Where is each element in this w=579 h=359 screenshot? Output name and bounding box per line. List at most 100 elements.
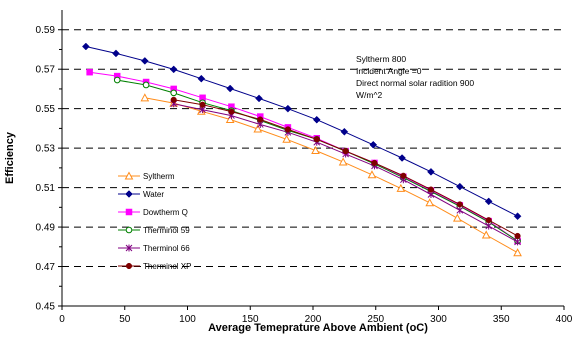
data-point-therminol-xp	[199, 101, 206, 108]
annotation-line-2: Incident Angle =0	[356, 66, 422, 76]
data-point-therminol-xp	[400, 172, 407, 179]
y-tick-label: 0.59	[36, 25, 56, 36]
y-tick-label: 0.49	[36, 223, 56, 234]
series-line-dowtherm-q	[89, 71, 518, 242]
legend-item-therminol-xp: Therminol XP	[118, 262, 191, 271]
data-point-syltherm	[311, 145, 320, 155]
data-point-syltherm	[481, 230, 491, 239]
data-point-therminol-xp	[427, 186, 435, 193]
legend-swatch-marker	[125, 244, 133, 252]
data-point-therminol-xp	[228, 108, 235, 115]
data-point-therminol-66	[514, 238, 521, 246]
legend-label: Dowtherm Q	[143, 208, 188, 217]
data-point-syltherm	[140, 93, 150, 102]
data-point-therminol-xp	[257, 116, 264, 123]
y-tick-label: 0.53	[36, 144, 56, 155]
data-point-water	[484, 197, 493, 206]
legend-label: Syltherm	[143, 172, 175, 181]
data-point-therminol-xp	[170, 96, 177, 103]
data-point-therminol-59	[170, 89, 177, 97]
data-point-water	[255, 94, 263, 103]
series-therminol-xp	[170, 96, 521, 239]
data-point-therminol-66	[456, 206, 464, 214]
legend-label: Water	[143, 190, 164, 199]
data-point-syltherm	[452, 213, 462, 222]
legend-item-syltherm: Syltherm	[118, 171, 175, 181]
annotation-box: Syltherm 800 Incident Angle =0 Direct no…	[356, 54, 474, 100]
series-line-therminol-xp	[173, 99, 518, 237]
data-point-syltherm	[282, 134, 291, 143]
data-point-therminol-xp	[342, 148, 349, 155]
series	[81, 42, 522, 257]
x-tick-label: 50	[119, 314, 131, 325]
data-point-water	[81, 42, 90, 51]
data-point-syltherm	[338, 157, 348, 166]
x-tick-label: 250	[367, 314, 384, 325]
annotation-line-1: Syltherm 800	[356, 54, 406, 64]
data-point-water	[169, 65, 178, 74]
y-tick-label: 0.47	[36, 262, 56, 273]
legend-swatch-marker	[125, 190, 133, 198]
data-point-water	[398, 154, 406, 162]
data-point-therminol-xp	[485, 217, 492, 224]
data-point-dowtherm-q	[86, 68, 93, 76]
legend-item-therminol-66: Therminol 66	[118, 244, 190, 253]
annotation-line-3: Direct normal solar radition 900	[356, 78, 474, 88]
y-tick-label: 0.57	[36, 65, 56, 76]
series-syltherm	[140, 93, 522, 257]
data-point-therminol-66	[485, 222, 493, 230]
legend-label: Therminol 66	[143, 244, 190, 253]
y-tick-label: 0.55	[36, 104, 56, 115]
x-tick-label: 100	[179, 314, 196, 325]
data-point-water	[312, 115, 321, 124]
legend-swatch-marker	[125, 208, 133, 216]
series-line-water	[85, 46, 518, 217]
data-point-water	[369, 140, 378, 149]
data-point-water	[140, 57, 149, 65]
legend-swatch-marker	[124, 171, 134, 180]
legend: Syltherm Water Dowtherm Q Therminol 59 Therm…	[118, 171, 191, 271]
series-line-therminol-66	[173, 103, 518, 243]
x-tick-label: 350	[493, 314, 510, 325]
legend-item-therminol-59: Therminol 59	[118, 226, 190, 235]
legend-item-dowtherm-q: Dowtherm Q	[118, 208, 188, 217]
data-point-therminol-xp	[313, 136, 320, 143]
data-point-therminol-xp	[514, 232, 521, 239]
gridlines	[62, 29, 564, 307]
data-point-syltherm	[367, 170, 377, 179]
legend-item-water: Water	[118, 190, 164, 199]
x-tick-label: 150	[242, 314, 259, 325]
data-point-therminol-xp	[371, 159, 378, 166]
data-point-water	[284, 104, 292, 113]
data-point-therminol-59	[142, 81, 150, 89]
data-point-syltherm	[513, 248, 522, 257]
x-axis-title: Average Temeprature Above Ambient (oC)	[208, 322, 428, 334]
series-line-syltherm	[144, 97, 518, 254]
data-point-water	[197, 74, 206, 83]
data-point-therminol-59	[113, 76, 121, 84]
axes	[61, 10, 564, 307]
data-point-therminol-xp	[456, 201, 463, 208]
data-point-syltherm	[225, 114, 235, 124]
legend-swatch-marker	[125, 262, 133, 270]
y-tick-label: 0.51	[36, 183, 56, 194]
annotation-line-4: W/m^2	[356, 90, 382, 100]
data-point-water	[112, 49, 120, 58]
data-point-water	[226, 84, 235, 93]
legend-label: Therminol 59	[143, 226, 190, 235]
x-tick-label: 400	[556, 314, 573, 325]
data-point-therminol-xp	[284, 126, 291, 133]
y-tick-labels: 0.45 0.47 0.49 0.51 0.53 0.55 0.57 0.59	[36, 25, 62, 313]
data-point-water	[513, 212, 522, 221]
data-point-water	[455, 182, 464, 191]
x-tick-label: 200	[305, 314, 322, 325]
data-point-syltherm	[253, 124, 263, 133]
x-tick-label: 300	[430, 314, 447, 325]
data-point-water	[427, 167, 435, 176]
x-tick-labels: 0 50 100 150 200 250 300 350 400	[59, 306, 573, 325]
data-point-syltherm	[396, 183, 406, 192]
legend-label: Therminol XP	[143, 262, 191, 271]
data-point-water	[340, 127, 349, 136]
